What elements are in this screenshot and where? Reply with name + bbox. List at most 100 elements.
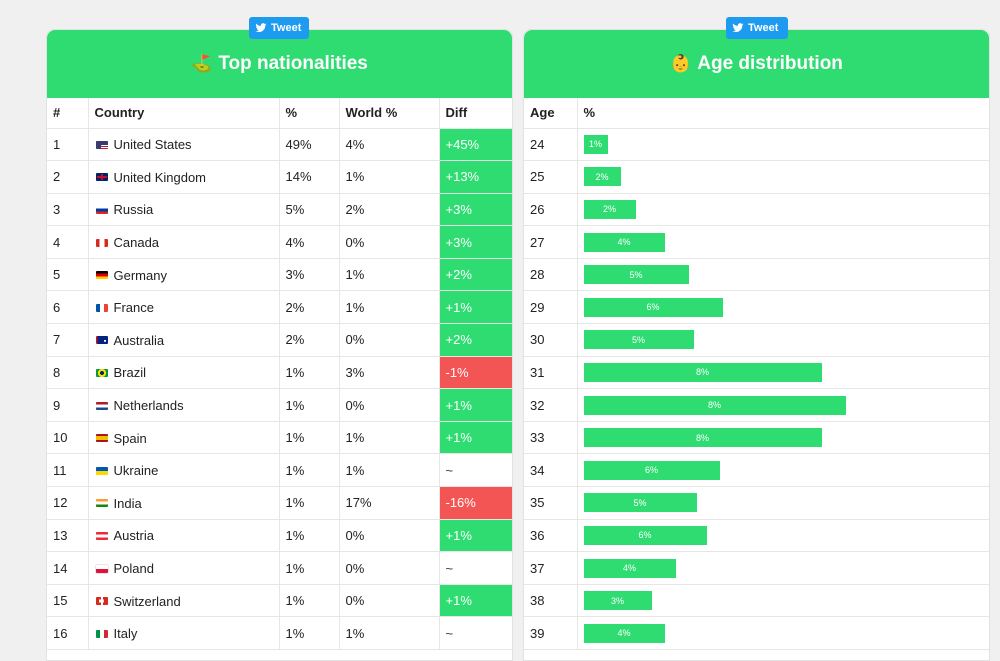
percent-bar-label: 8% xyxy=(707,400,721,411)
age-cell: 39 xyxy=(524,616,578,650)
percent-bar-label: 6% xyxy=(644,465,658,476)
diff-cell: +2% xyxy=(439,323,512,357)
column-header-world-percent[interactable]: World % xyxy=(339,98,440,129)
diff-cell: +1% xyxy=(439,519,512,553)
rank-cell: 3 xyxy=(47,193,89,227)
australia-flag-icon xyxy=(95,336,108,345)
brazil-flag-icon xyxy=(95,368,108,377)
table-row: 26 2% xyxy=(524,193,989,227)
country-cell: Australia xyxy=(88,323,280,357)
column-header-country[interactable]: Country xyxy=(88,98,280,129)
tweet-button[interactable]: Tweet xyxy=(249,17,309,39)
country-cell: Brazil xyxy=(88,356,280,390)
percent-bar: 6% xyxy=(583,297,723,317)
country-cell: Austria xyxy=(88,519,280,553)
percent-bar-label: 3% xyxy=(610,595,624,606)
diff-cell: +1% xyxy=(439,290,512,325)
percent-bar: 4% xyxy=(583,623,665,643)
percent-bar-label: 6% xyxy=(638,530,652,541)
panel-title: Top nationalities xyxy=(218,53,368,74)
age-cell: 35 xyxy=(524,486,578,520)
table-row: 34 6% xyxy=(524,453,989,488)
country-name: Poland xyxy=(113,561,154,577)
percent-bar: 4% xyxy=(583,558,676,578)
tweet-button[interactable]: Tweet xyxy=(726,17,788,39)
age-cell: 26 xyxy=(524,193,578,227)
percent-bar: 3% xyxy=(583,591,652,611)
us-flag-icon xyxy=(95,140,108,149)
canada-flag-icon xyxy=(95,238,108,247)
country-name: Canada xyxy=(113,235,160,251)
country-cell: India xyxy=(88,486,280,520)
spain-flag-icon xyxy=(95,434,108,443)
table-row: 3 Russia 5% 2% +3% xyxy=(47,193,512,227)
percent-bar-label: 4% xyxy=(617,237,631,248)
tweet-label: Tweet xyxy=(271,22,302,34)
rank-cell: 8 xyxy=(47,356,89,390)
percent-bar: 5% xyxy=(583,330,694,350)
country-cell: Poland xyxy=(88,551,280,585)
age-cell: 31 xyxy=(524,356,578,390)
diff-cell: +13% xyxy=(439,160,512,194)
world-percent-cell: 1% xyxy=(339,290,440,325)
rank-cell: 7 xyxy=(47,323,89,357)
table-row: 12 India 1% 17% -16% xyxy=(47,486,512,520)
age-cell: 27 xyxy=(524,225,578,259)
country-cell: Netherlands xyxy=(88,388,280,422)
country-name: France xyxy=(113,300,154,316)
column-header-percent[interactable]: % xyxy=(279,98,340,129)
percent-cell: 1% xyxy=(279,584,340,618)
world-percent-cell: 0% xyxy=(339,519,440,553)
diff-cell: -1% xyxy=(439,356,512,390)
percent-bar-label: 5% xyxy=(633,497,647,508)
twitter-bird-icon xyxy=(255,23,267,33)
age-cell: 38 xyxy=(524,584,578,618)
diff-cell: -16% xyxy=(439,486,512,520)
rank-cell: 5 xyxy=(47,258,89,292)
table-row: 36 6% xyxy=(524,519,989,553)
percent-bar-cell: 6% xyxy=(577,453,989,488)
germany-flag-icon xyxy=(95,271,108,280)
table-row: 35 5% xyxy=(524,486,989,520)
table-row: 31 8% xyxy=(524,356,989,390)
table-row: 1 United States 49% 4% +45% xyxy=(47,128,512,162)
world-percent-cell: 1% xyxy=(339,453,440,488)
table-row: 9 Netherlands 1% 0% +1% xyxy=(47,388,512,422)
country-cell: Canada xyxy=(88,225,280,259)
column-header-diff[interactable]: Diff xyxy=(439,98,512,129)
percent-bar-label: 8% xyxy=(695,367,709,378)
country-name: Austria xyxy=(113,528,154,544)
percent-bar-label: 1% xyxy=(588,139,602,150)
percent-cell: 3% xyxy=(279,258,340,292)
age-cell: 34 xyxy=(524,453,578,488)
table-row: 29 6% xyxy=(524,290,989,325)
column-header-age[interactable]: Age xyxy=(524,98,578,129)
world-percent-cell: 3% xyxy=(339,356,440,390)
table-header-row: # Country % World % Diff xyxy=(47,98,512,129)
country-cell: United States xyxy=(88,128,280,162)
percent-bar-cell: 8% xyxy=(577,388,989,422)
percent-bar-label: 2% xyxy=(602,204,616,215)
column-header-percent[interactable]: % xyxy=(577,98,989,129)
percent-bar-label: 5% xyxy=(631,334,645,345)
rank-cell: 10 xyxy=(47,421,89,455)
ukraine-flag-icon xyxy=(95,466,108,475)
percent-cell: 14% xyxy=(279,160,340,194)
country-name: India xyxy=(113,495,142,511)
tweet-label: Tweet xyxy=(748,22,779,34)
diff-cell: ~ xyxy=(439,551,512,585)
india-flag-icon xyxy=(95,499,108,508)
diff-cell: +1% xyxy=(439,388,512,422)
table-row: 38 3% xyxy=(524,584,989,618)
diff-cell: +3% xyxy=(439,193,512,227)
column-header-rank[interactable]: # xyxy=(47,98,89,129)
rank-cell: 15 xyxy=(47,584,89,618)
country-name: Italy xyxy=(113,626,138,642)
world-percent-cell: 1% xyxy=(339,421,440,455)
rank-cell: 6 xyxy=(47,290,89,325)
country-cell: Germany xyxy=(88,258,280,292)
percent-bar: 4% xyxy=(583,232,665,252)
percent-bar: 2% xyxy=(583,199,636,219)
age-cell: 37 xyxy=(524,551,578,585)
diff-cell: ~ xyxy=(439,616,512,650)
